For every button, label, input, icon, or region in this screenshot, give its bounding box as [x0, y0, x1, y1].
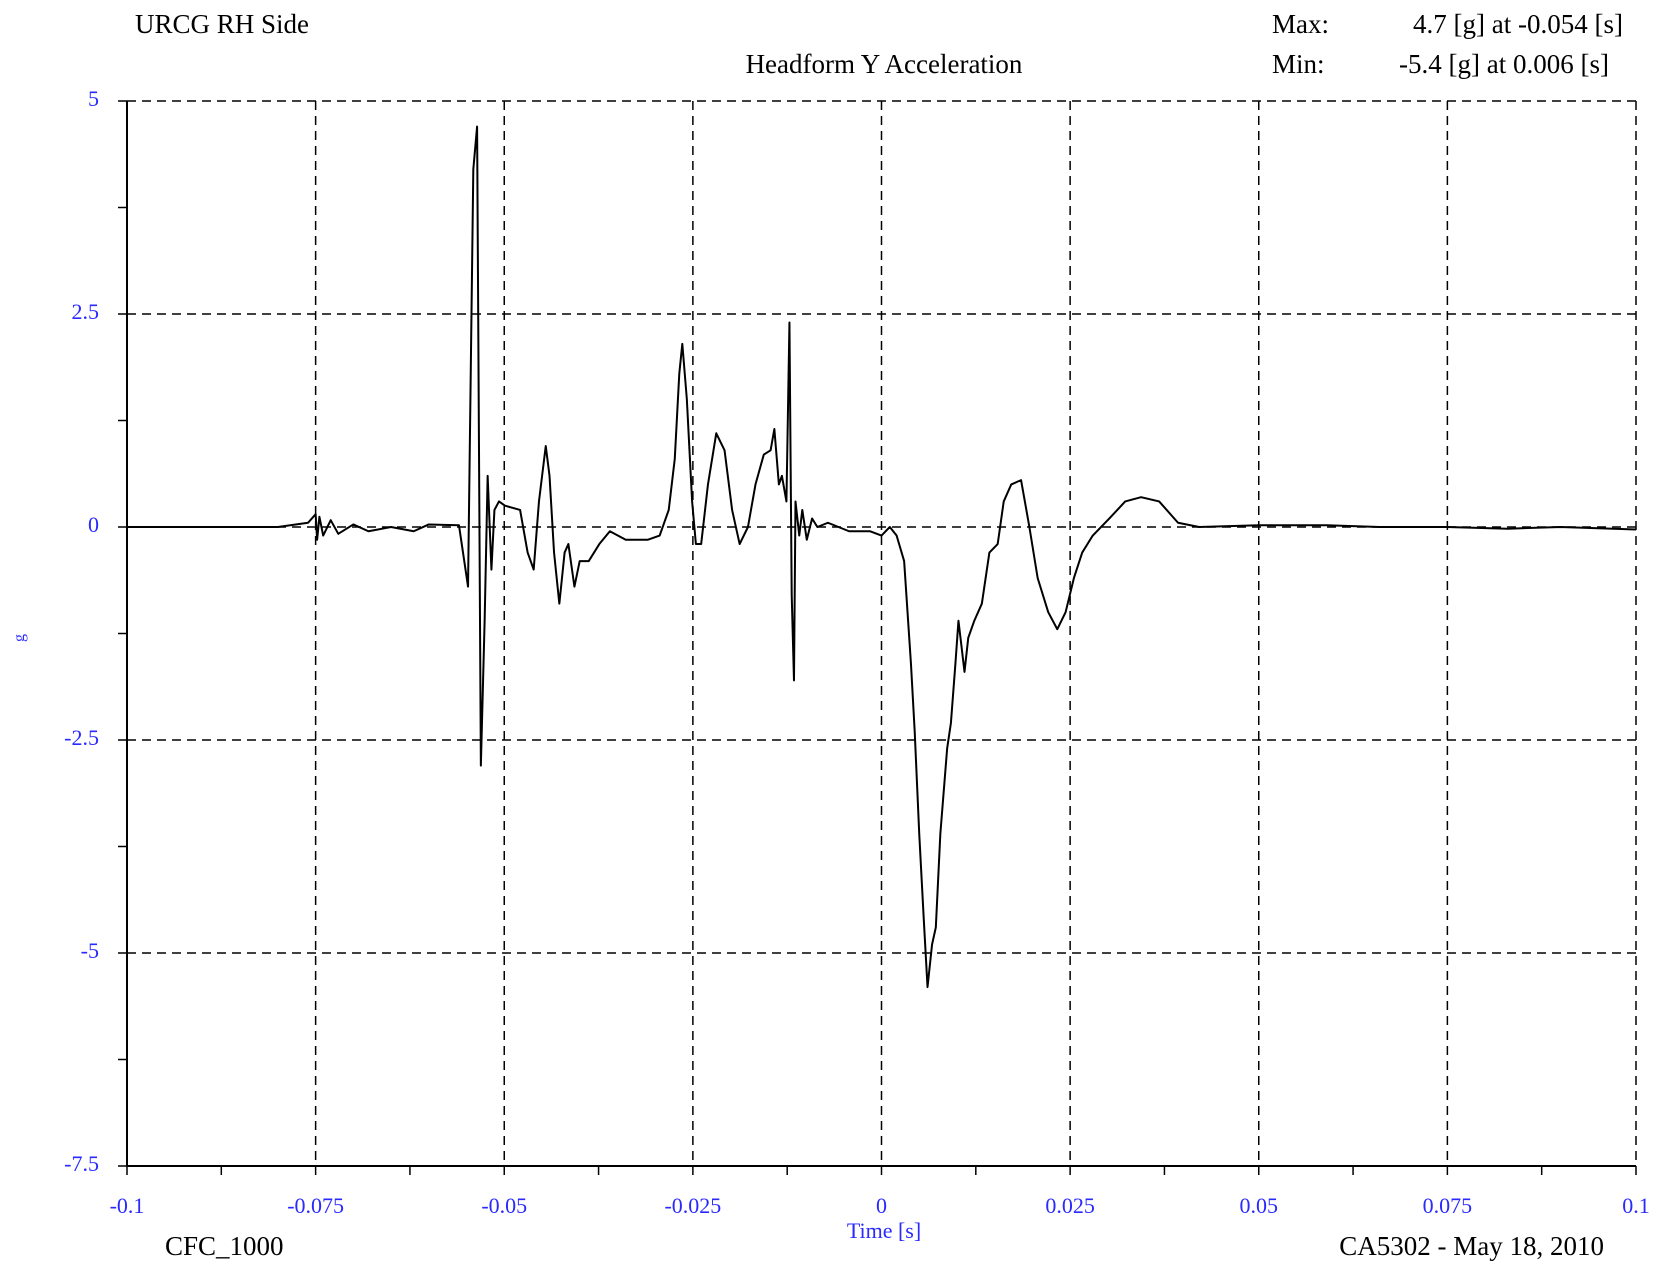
x-tick-label: -0.025	[664, 1193, 721, 1218]
max-label: Max:	[1272, 9, 1329, 39]
x-tick-label: -0.05	[481, 1193, 527, 1218]
max-text: 4.7 [g] at -0.054 [s]	[1413, 9, 1623, 39]
x-tick-label: 0.1	[1622, 1193, 1650, 1218]
x-tick-label: 0.05	[1240, 1193, 1279, 1218]
x-tick-label: -0.075	[287, 1193, 344, 1218]
x-tick-label: 0.075	[1423, 1193, 1473, 1218]
y-tick-label: 5	[88, 86, 99, 111]
min-label: Min:	[1272, 49, 1325, 79]
chart-subtitle: URCG RH Side	[135, 9, 309, 39]
chart-title: Headform Y Acceleration	[746, 49, 1023, 79]
y-tick-label: -5	[81, 938, 99, 963]
test-label: CA5302 - May 18, 2010	[1339, 1231, 1604, 1261]
x-tick-label: 0.025	[1045, 1193, 1095, 1218]
x-axis-label: Time [s]	[847, 1218, 921, 1243]
y-axis-label: g	[11, 634, 28, 642]
y-tick-label: 0	[88, 512, 99, 537]
data-line	[127, 125, 1637, 989]
y-tick-label: -7.5	[64, 1151, 99, 1176]
x-tick-label: -0.1	[110, 1193, 145, 1218]
y-tick-label: 2.5	[72, 299, 100, 324]
y-tick-label: -2.5	[64, 725, 99, 750]
filter-label: CFC_1000	[165, 1231, 284, 1261]
min-text: -5.4 [g] at 0.006 [s]	[1399, 49, 1609, 79]
x-tick-label: 0	[876, 1193, 887, 1218]
